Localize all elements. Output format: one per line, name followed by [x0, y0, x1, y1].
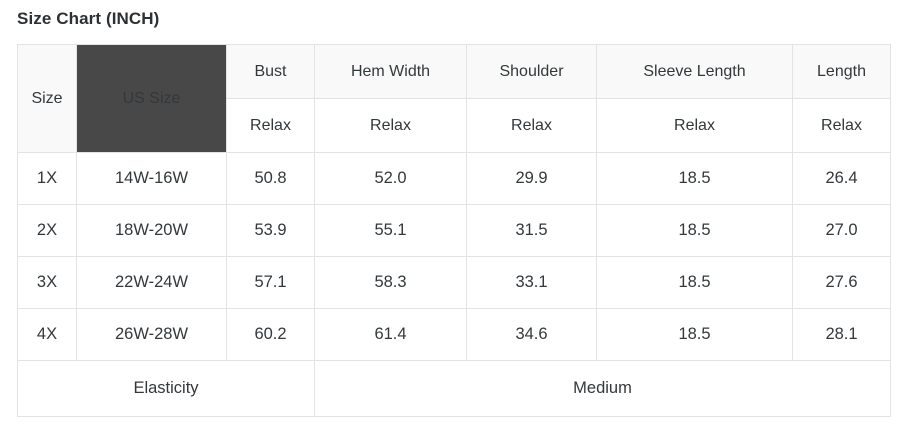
table-row: 4X 26W-28W 60.2 61.4 34.6 18.5 28.1	[17, 308, 891, 361]
cell-length: 26.4	[792, 152, 891, 205]
fit-label-length: Relax	[792, 98, 891, 153]
cell-size: 2X	[17, 204, 77, 257]
column-header-size: Size	[17, 44, 77, 153]
cell-size: 4X	[17, 308, 77, 361]
cell-us-size: 26W-28W	[76, 308, 227, 361]
table-header: Size US Size Bust Hem Width Shoulder Sle…	[17, 44, 891, 153]
fit-label-hem-width: Relax	[314, 98, 467, 153]
cell-bust: 60.2	[226, 308, 315, 361]
cell-us-size: 18W-20W	[76, 204, 227, 257]
cell-us-size: 14W-16W	[76, 152, 227, 205]
cell-shoulder: 31.5	[466, 204, 597, 257]
cell-length: 27.6	[792, 256, 891, 309]
cell-shoulder: 34.6	[466, 308, 597, 361]
column-header-shoulder: Shoulder	[466, 44, 597, 99]
elasticity-label: Elasticity	[17, 360, 315, 417]
column-header-bust: Bust	[226, 44, 315, 99]
cell-sleeve-length: 18.5	[596, 308, 793, 361]
cell-hem-width: 58.3	[314, 256, 467, 309]
cell-shoulder: 33.1	[466, 256, 597, 309]
elasticity-value: Medium	[314, 360, 891, 417]
cell-sleeve-length: 18.5	[596, 152, 793, 205]
fit-label-shoulder: Relax	[466, 98, 597, 153]
cell-bust: 53.9	[226, 204, 315, 257]
table-row: 2X 18W-20W 53.9 55.1 31.5 18.5 27.0	[17, 204, 891, 257]
fit-label-sleeve-length: Relax	[596, 98, 793, 153]
cell-size: 3X	[17, 256, 77, 309]
size-chart-table-wrapper: Size US Size Bust Hem Width Shoulder Sle…	[17, 44, 891, 417]
cell-size: 1X	[17, 152, 77, 205]
table-row: 1X 14W-16W 50.8 52.0 29.9 18.5 26.4	[17, 152, 891, 205]
cell-us-size: 22W-24W	[76, 256, 227, 309]
size-chart-table: Size US Size Bust Hem Width Shoulder Sle…	[17, 44, 891, 417]
column-header-hem-width: Hem Width	[314, 44, 467, 99]
table-row: 3X 22W-24W 57.1 58.3 33.1 18.5 27.6	[17, 256, 891, 309]
cell-hem-width: 52.0	[314, 152, 467, 205]
fit-label-bust: Relax	[226, 98, 315, 153]
cell-length: 27.0	[792, 204, 891, 257]
column-header-length: Length	[792, 44, 891, 99]
column-header-sleeve-length: Sleeve Length	[596, 44, 793, 99]
cell-bust: 50.8	[226, 152, 315, 205]
table-footer-row: Elasticity Medium	[17, 360, 891, 417]
cell-shoulder: 29.9	[466, 152, 597, 205]
column-header-us-size: US Size	[76, 44, 227, 153]
cell-bust: 57.1	[226, 256, 315, 309]
table-body: 1X 14W-16W 50.8 52.0 29.9 18.5 26.4 2X 1…	[17, 152, 891, 417]
cell-hem-width: 55.1	[314, 204, 467, 257]
cell-length: 28.1	[792, 308, 891, 361]
cell-sleeve-length: 18.5	[596, 256, 793, 309]
header-row-primary: Size US Size Bust Hem Width Shoulder Sle…	[17, 44, 891, 153]
cell-sleeve-length: 18.5	[596, 204, 793, 257]
header-row-fit: Relax Relax Relax Relax Relax	[18, 98, 891, 153]
cell-hem-width: 61.4	[314, 308, 467, 361]
page-title: Size Chart (INCH)	[17, 9, 160, 28]
